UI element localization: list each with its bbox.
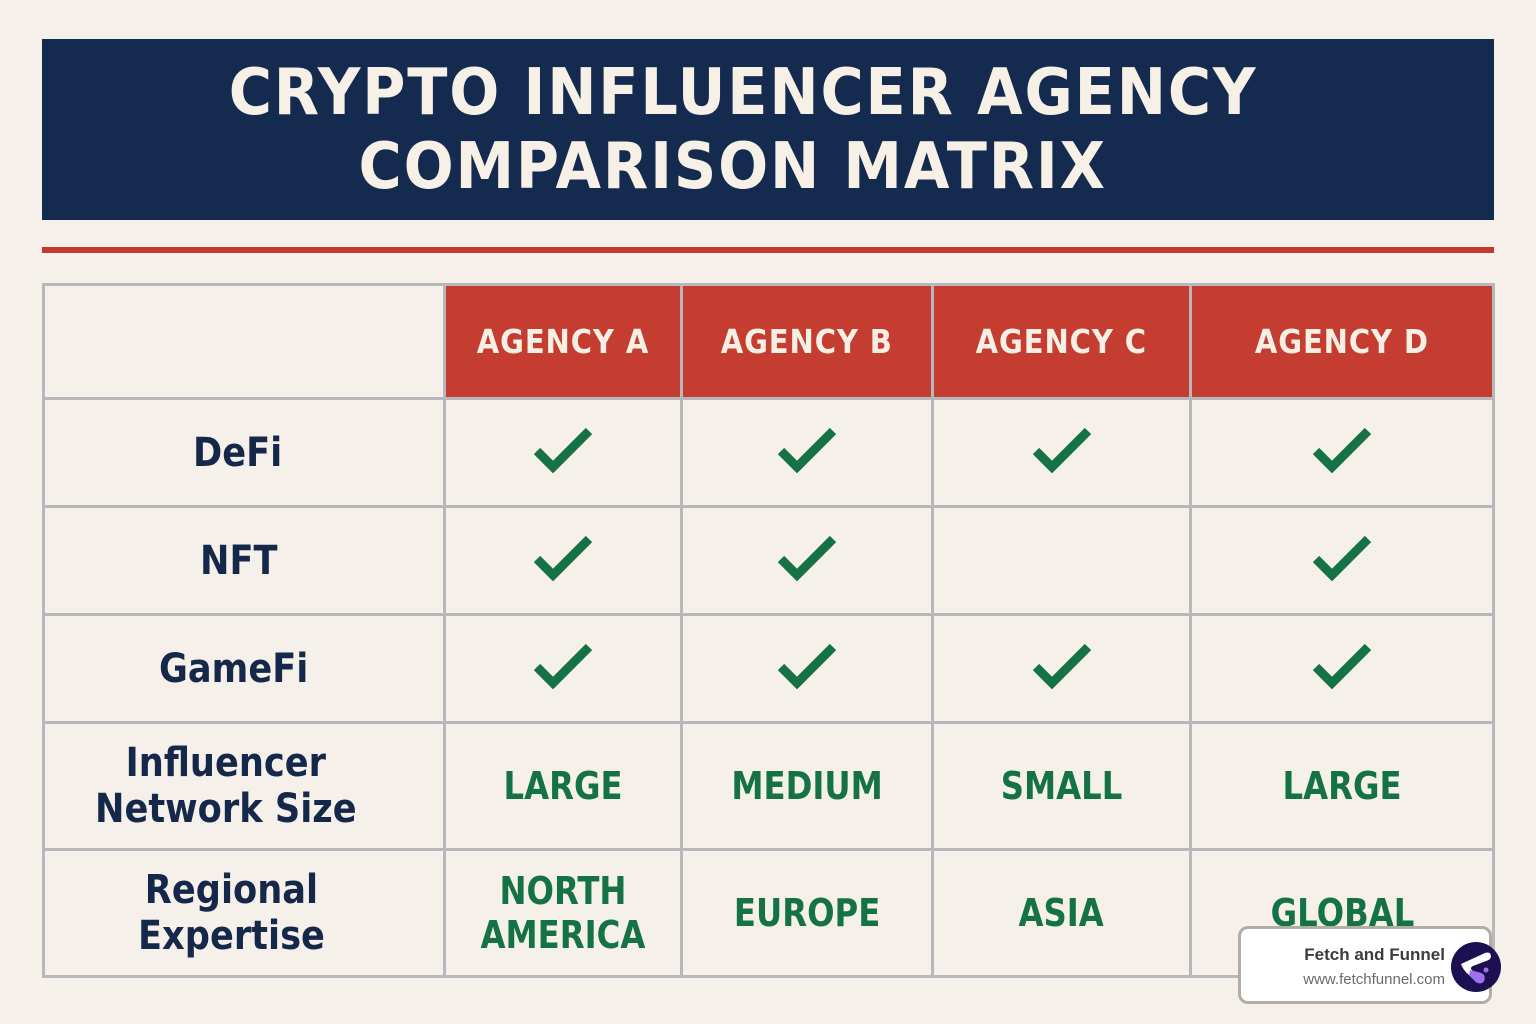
check-cell — [443, 397, 683, 508]
check-cell — [680, 505, 934, 616]
divider-rule — [42, 247, 1494, 253]
checkmark-icon — [777, 535, 837, 581]
agency-label: AGENCY C — [975, 322, 1148, 361]
value-cell: EUROPE — [680, 848, 934, 978]
check-cell — [1189, 397, 1495, 508]
checkmark-icon — [533, 643, 593, 689]
value-cell: NORTH AMERICA — [443, 848, 683, 978]
value-text: LARGE — [1282, 764, 1402, 808]
table-row-network-size: Influencer Network Size LARGE MEDIUM SMA… — [42, 721, 1495, 851]
checkmark-icon — [777, 643, 837, 689]
check-cell — [931, 613, 1192, 724]
checkmark-icon — [1312, 535, 1372, 581]
corner-cell — [42, 283, 446, 400]
row-label-text: Influencer Network Size — [95, 740, 357, 832]
checkmark-icon — [1312, 643, 1372, 689]
row-label-text: NFT — [199, 537, 278, 584]
row-label-text: GameFi — [159, 645, 309, 692]
table-row-defi: DeFi — [42, 397, 1495, 508]
comparison-matrix: AGENCY A AGENCY B AGENCY C AGENCY D DeFi… — [42, 283, 1495, 978]
table-row-regional-expertise: Regional Expertise NORTH AMERICA EUROPE … — [42, 848, 1495, 978]
check-cell — [443, 505, 683, 616]
value-cell: LARGE — [443, 721, 683, 851]
check-cell — [1189, 613, 1495, 724]
brand-badge[interactable]: Fetch and Funnel www.fetchfunnel.com — [1238, 926, 1501, 1004]
header-row: AGENCY A AGENCY B AGENCY C AGENCY D — [42, 283, 1495, 400]
checkmark-icon — [1032, 427, 1091, 473]
check-cell — [931, 505, 1192, 616]
value-cell: MEDIUM — [680, 721, 934, 851]
agency-d-header: AGENCY D — [1189, 283, 1495, 400]
value-cell: SMALL — [931, 721, 1192, 851]
checkmark-icon — [533, 535, 593, 581]
value-cell: ASIA — [931, 848, 1192, 978]
title-banner: CRYPTO INFLUENCER AGENCY COMPARISON MATR… — [42, 39, 1494, 220]
row-label: Influencer Network Size — [42, 721, 446, 851]
value-text: EUROPE — [733, 891, 881, 935]
check-cell — [1189, 505, 1495, 616]
agency-label: AGENCY B — [720, 322, 894, 361]
agency-c-header: AGENCY C — [931, 283, 1192, 400]
agency-label: AGENCY D — [1254, 322, 1430, 361]
value-text: ASIA — [1018, 891, 1105, 935]
row-label: Regional Expertise — [42, 848, 446, 978]
agency-label: AGENCY A — [476, 322, 650, 361]
title-line-1: CRYPTO INFLUENCER AGENCY — [228, 55, 1258, 130]
row-label-text: Regional Expertise — [137, 867, 325, 959]
value-cell: LARGE — [1189, 721, 1495, 851]
table-row-gamefi: GameFi — [42, 613, 1495, 724]
fetch-funnel-logo-icon — [1451, 942, 1501, 992]
brand-url[interactable]: www.fetchfunnel.com — [1303, 971, 1445, 988]
row-label-text: DeFi — [193, 429, 283, 476]
value-text: MEDIUM — [731, 764, 883, 808]
table-row-nft: NFT — [42, 505, 1495, 616]
check-cell — [680, 613, 934, 724]
value-text: LARGE — [503, 764, 623, 808]
checkmark-icon — [1032, 643, 1091, 689]
title-line-2: COMPARISON MATRIX — [358, 129, 1108, 204]
row-label: GameFi — [42, 613, 446, 724]
row-label: NFT — [42, 505, 446, 616]
checkmark-icon — [533, 427, 593, 473]
brand-name: Fetch and Funnel — [1304, 945, 1445, 964]
agency-b-header: AGENCY B — [680, 283, 934, 400]
check-cell — [680, 397, 934, 508]
value-text: SMALL — [1000, 764, 1123, 808]
check-cell — [443, 613, 683, 724]
checkmark-icon — [777, 427, 837, 473]
check-cell — [931, 397, 1192, 508]
agency-a-header: AGENCY A — [443, 283, 683, 400]
checkmark-icon — [1312, 427, 1372, 473]
row-label: DeFi — [42, 397, 446, 508]
value-text: NORTH AMERICA — [480, 869, 646, 957]
